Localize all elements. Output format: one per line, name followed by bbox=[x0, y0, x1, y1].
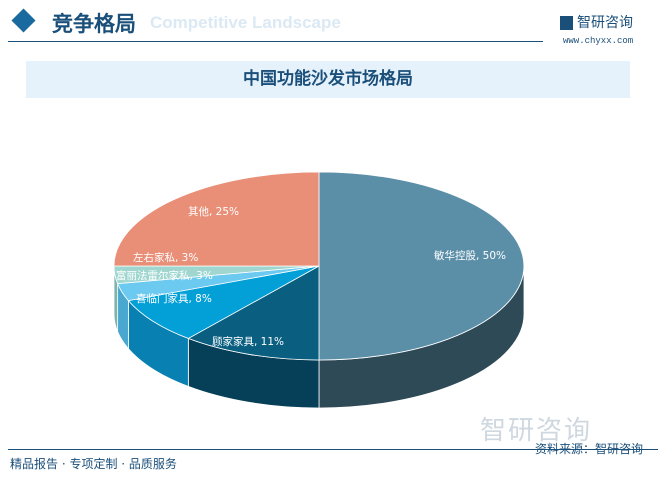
header-divider bbox=[8, 41, 543, 42]
footer-divider bbox=[8, 449, 658, 450]
pie-slice-1 bbox=[187, 265, 320, 361]
label-xilinmen: 喜临门家具, 8% bbox=[136, 293, 212, 305]
label-other: 其他, 25% bbox=[188, 206, 240, 218]
pie-slice-2 bbox=[127, 265, 320, 339]
watermark: 智研咨询 bbox=[480, 416, 593, 446]
footer-tagline: 精品报告 · 专项定制 · 品质服务 bbox=[10, 457, 177, 471]
chart-title: 中国功能沙发市场格局 bbox=[26, 61, 630, 98]
logo-icon bbox=[560, 16, 573, 30]
header-title: 竞争格局 bbox=[52, 12, 136, 36]
label-zuoyou: 左右家私, 3% bbox=[133, 252, 199, 264]
pie-slice-0 bbox=[318, 171, 525, 361]
pie-slice-5 bbox=[113, 171, 320, 267]
header-subtitle-en: Competitive Landscape bbox=[150, 13, 341, 32]
header-url: www.chyxx.com bbox=[563, 36, 634, 46]
label-fuli: 富丽法雷尔家私, 3% bbox=[116, 270, 213, 282]
label-gujia: 顾家家具, 11% bbox=[212, 336, 285, 348]
logo-text: 智研咨询 bbox=[577, 15, 633, 31]
logo: 智研咨询 bbox=[560, 12, 633, 32]
label-minhua: 敏华控股, 50% bbox=[434, 250, 507, 262]
